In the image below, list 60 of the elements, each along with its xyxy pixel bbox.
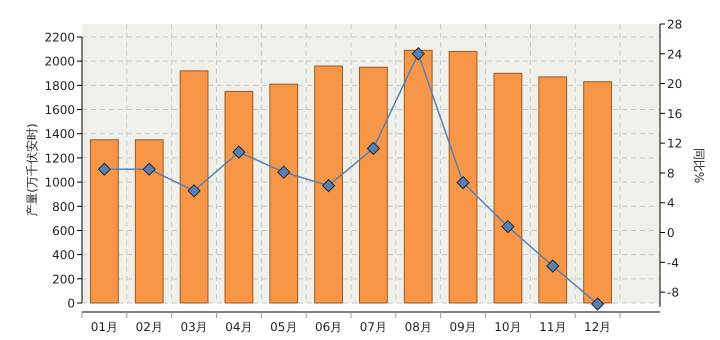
point: [232, 146, 246, 159]
x-tick-label: 09月: [449, 320, 477, 334]
y-tick-label: 0: [67, 296, 75, 310]
y-tick-label: 2000: [44, 54, 75, 69]
bar: [538, 76, 568, 304]
y-tick-label: 800: [52, 200, 75, 214]
bar: [134, 139, 164, 304]
y2-tick-label: 20: [667, 77, 682, 92]
point: [591, 298, 604, 311]
y-tick-label: 400: [52, 248, 75, 262]
y-tick-label: 1200: [44, 151, 75, 166]
bar: [180, 70, 208, 304]
x-tick-label: 08月: [404, 320, 432, 334]
point: [412, 47, 425, 60]
x-tick-label: 01月: [90, 320, 118, 334]
y2-tick-label: 16: [667, 106, 682, 121]
point: [366, 142, 380, 155]
bar: [90, 139, 119, 304]
bar: [269, 84, 298, 304]
y2-tick-label: 0: [667, 226, 675, 240]
y-tick-label: 1600: [44, 103, 75, 118]
point: [98, 162, 111, 176]
y-tick-label: 1000: [44, 176, 75, 190]
point: [142, 162, 156, 176]
bar: [224, 90, 254, 304]
y2-tick-label: 8: [667, 166, 675, 180]
y2-tick-label: 28: [667, 18, 682, 32]
y2-tick-label: -4: [667, 256, 679, 270]
point: [456, 176, 470, 190]
point: [188, 184, 201, 198]
y2-tick-label: 12: [667, 136, 682, 151]
bar: [494, 72, 522, 304]
x-tick-label: 05月: [270, 320, 298, 334]
point: [322, 179, 336, 192]
y-tick-label: 1800: [44, 78, 75, 93]
y2-tick-label: 4: [667, 196, 675, 210]
x-tick-label: 06月: [314, 320, 342, 334]
point: [546, 260, 560, 273]
y-axis-title: 产量(万千伏安时): [25, 123, 39, 217]
y-tick-label: 2200: [44, 30, 75, 44]
point: [277, 166, 290, 179]
y2-axis-title: 同比%: [692, 148, 706, 184]
x-tick-label: 03月: [180, 320, 208, 334]
y-tick-label: 600: [52, 224, 75, 238]
y-tick-label: 200: [52, 272, 75, 286]
y2-tick-label: -8: [667, 286, 679, 300]
bar: [404, 50, 433, 304]
x-tick-label: 04月: [225, 320, 253, 334]
x-tick-label: 10月: [494, 320, 522, 334]
bar: [583, 81, 612, 304]
bar: [359, 66, 388, 304]
y-tick-label: 1400: [44, 127, 75, 142]
x-tick-label: 07月: [360, 320, 388, 334]
y2-tick-label: 24: [667, 47, 682, 62]
x-tick-label: 12月: [584, 320, 612, 334]
bar: [314, 66, 343, 304]
x-tick-label: 02月: [136, 320, 163, 334]
bar: [448, 51, 478, 304]
point: [501, 220, 514, 234]
x-tick-label: 11月: [539, 320, 566, 334]
